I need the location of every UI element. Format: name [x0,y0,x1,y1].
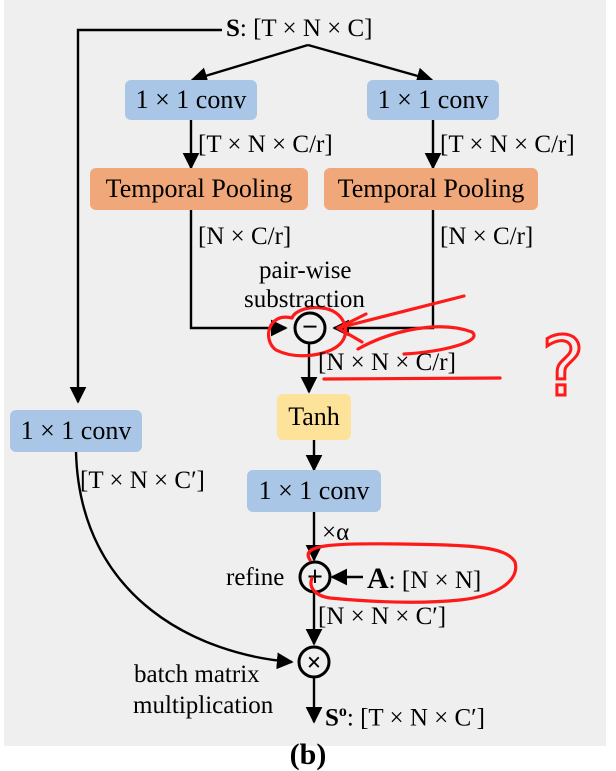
minus-symbol: − [302,312,318,343]
multiplication-operator-icon [297,645,331,679]
shape-after-conv-right: [T × N × C/r] [440,131,575,158]
arrow-input-to-conv-left [190,43,309,84]
shape-after-refine: [N × N × C′] [318,603,447,630]
bmm-label-line2: multiplication [133,692,274,719]
annotation-pointer-tail [356,325,476,356]
shape-after-subtraction: [N × N × C/r] [318,349,456,376]
annotation-question-mark: ? [541,320,585,415]
adjacency-label: A: [N × N] [367,564,481,594]
annotation-underline [322,376,502,381]
subtraction-label: substraction [244,286,365,313]
annotation-pointer-line [336,294,466,330]
arrow-skip-to-side-conv [69,28,222,404]
output-symbol: S [325,704,339,732]
conv-right-box: 1 × 1 conv [367,80,499,120]
annotation-circle-adjacency [306,542,518,604]
plus-symbol: + [307,562,323,593]
bmm-label-line1: batch matrix [134,661,260,688]
tanh-box: Tanh [277,394,351,440]
diagram-panel [4,0,606,746]
conv-side-box: 1 × 1 conv [10,410,142,452]
temporal-pooling-left-box: Temporal Pooling [90,168,308,210]
annotation-pointer-head [336,312,368,344]
arrow-pool-left-to-sub [189,210,288,337]
conv-mid-box: 1 × 1 conv [247,470,381,512]
adjacency-shape: : [N × N] [388,567,482,594]
adjacency-symbol: A [367,562,389,595]
input-shape: : [T × N × C] [239,15,373,42]
output-label: So: [T × N × C′] [325,703,485,732]
temporal-pooling-right-box: Temporal Pooling [324,168,538,210]
alpha-label: ×α [322,519,350,546]
input-label: S: [T × N × C] [226,16,373,41]
subfigure-caption: (b) [289,738,327,771]
pairwise-label: pair-wise [259,257,352,284]
shape-after-conv-left: [T × N × C/r] [198,131,333,158]
output-superscript: o [338,703,347,720]
arrow-side-conv-to-multiply [74,451,294,670]
shape-after-pool-left: [N × C/r] [198,223,292,250]
arrow-input-to-conv-right [307,43,434,84]
conv-left-box: 1 × 1 conv [125,80,257,120]
subtraction-operator-icon [293,311,327,345]
shape-side-branch: [T × N × C′] [80,467,205,494]
annotation-circle-subtraction [266,306,347,358]
refine-label: refine [226,564,285,591]
output-shape: : [T × N × C′] [346,704,485,732]
times-symbol: × [307,648,322,677]
handwritten-annotations [266,294,518,604]
input-symbol: S [226,15,240,42]
shape-after-pool-right: [N × C/r] [440,223,534,250]
